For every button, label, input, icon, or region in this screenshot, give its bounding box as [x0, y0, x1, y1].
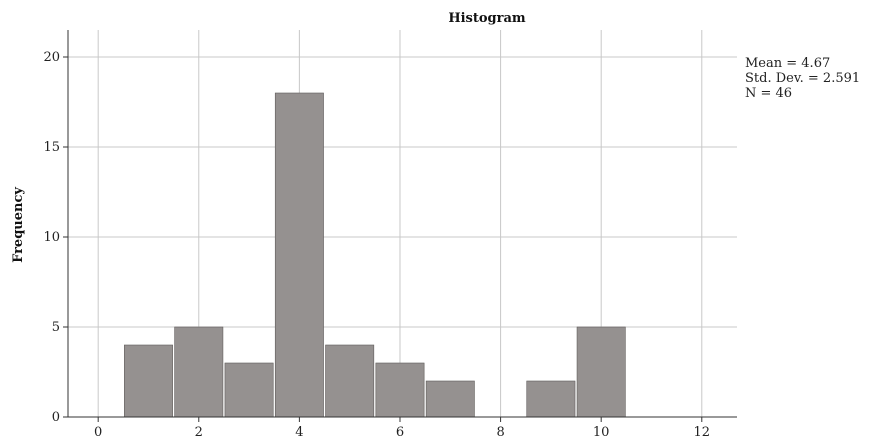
y-tick-label-10: 10 [43, 230, 60, 245]
tick-labels: 0 5 10 15 20 0 2 4 6 8 10 12 [43, 50, 710, 438]
y-tick-label-15: 15 [43, 140, 60, 155]
histogram-bar-8 [526, 380, 576, 418]
histogram-bar-0 [124, 344, 173, 418]
histogram-bar-5 [375, 362, 425, 418]
x-tick-label-8: 8 [496, 425, 504, 438]
x-tick-label-4: 4 [295, 425, 303, 438]
x-tick-label-12: 12 [694, 425, 711, 438]
chart-title: Histogram [448, 11, 526, 26]
stat-mean: Mean = 4.67 [745, 56, 831, 71]
statistics-box: Mean = 4.67 Std. Dev. = 2.591 N = 46 [745, 56, 860, 101]
histogram-bar-9 [576, 326, 626, 418]
axes [63, 30, 737, 422]
stat-std-dev: Std. Dev. = 2.591 [745, 71, 861, 86]
y-axis-label: Frequency [11, 187, 26, 263]
histogram-bar-2 [224, 362, 274, 418]
stat-n: N = 46 [745, 86, 793, 101]
x-tick-label-0: 0 [94, 425, 102, 438]
bars [124, 92, 626, 418]
y-tick-label-5: 5 [52, 320, 60, 335]
y-tick-label-0: 0 [52, 410, 60, 425]
histogram-bar-3 [274, 92, 324, 418]
x-tick-label-10: 10 [593, 425, 610, 438]
y-tick-label-20: 20 [43, 50, 60, 65]
x-tick-label-2: 2 [195, 425, 203, 438]
histogram-bar-4 [325, 344, 375, 418]
histogram-bar-1 [174, 326, 224, 418]
histogram-bar-6 [425, 380, 475, 418]
x-tick-label-6: 6 [396, 425, 404, 438]
